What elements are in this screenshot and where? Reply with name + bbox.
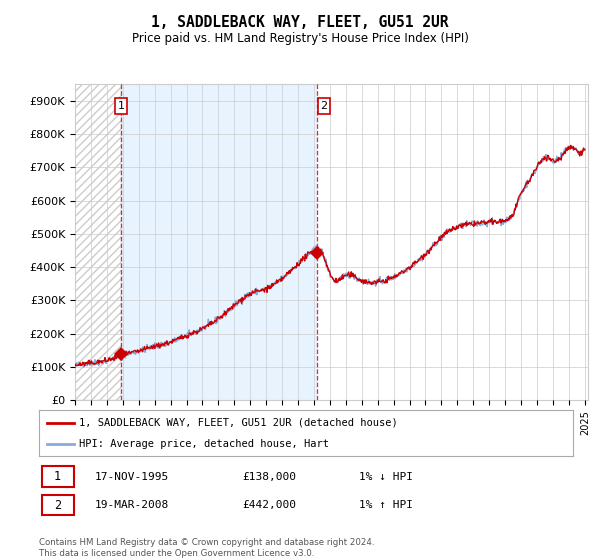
Text: HPI: Average price, detached house, Hart: HPI: Average price, detached house, Hart	[79, 439, 329, 449]
Text: 17-NOV-1995: 17-NOV-1995	[95, 472, 169, 482]
Text: 19-MAR-2008: 19-MAR-2008	[95, 500, 169, 510]
Text: £138,000: £138,000	[242, 472, 296, 482]
Text: 1% ↑ HPI: 1% ↑ HPI	[359, 500, 413, 510]
Text: 2: 2	[320, 101, 328, 111]
Text: 1: 1	[54, 470, 61, 483]
Text: 1, SADDLEBACK WAY, FLEET, GU51 2UR: 1, SADDLEBACK WAY, FLEET, GU51 2UR	[151, 15, 449, 30]
Text: £442,000: £442,000	[242, 500, 296, 510]
Bar	[41, 466, 74, 487]
Text: 1, SADDLEBACK WAY, FLEET, GU51 2UR (detached house): 1, SADDLEBACK WAY, FLEET, GU51 2UR (deta…	[79, 418, 398, 428]
Text: Contains HM Land Registry data © Crown copyright and database right 2024.
This d: Contains HM Land Registry data © Crown c…	[39, 538, 374, 558]
Text: 1% ↓ HPI: 1% ↓ HPI	[359, 472, 413, 482]
Text: 1: 1	[118, 101, 124, 111]
Bar	[41, 495, 74, 515]
Text: 2: 2	[54, 498, 61, 512]
Text: Price paid vs. HM Land Registry's House Price Index (HPI): Price paid vs. HM Land Registry's House …	[131, 32, 469, 45]
